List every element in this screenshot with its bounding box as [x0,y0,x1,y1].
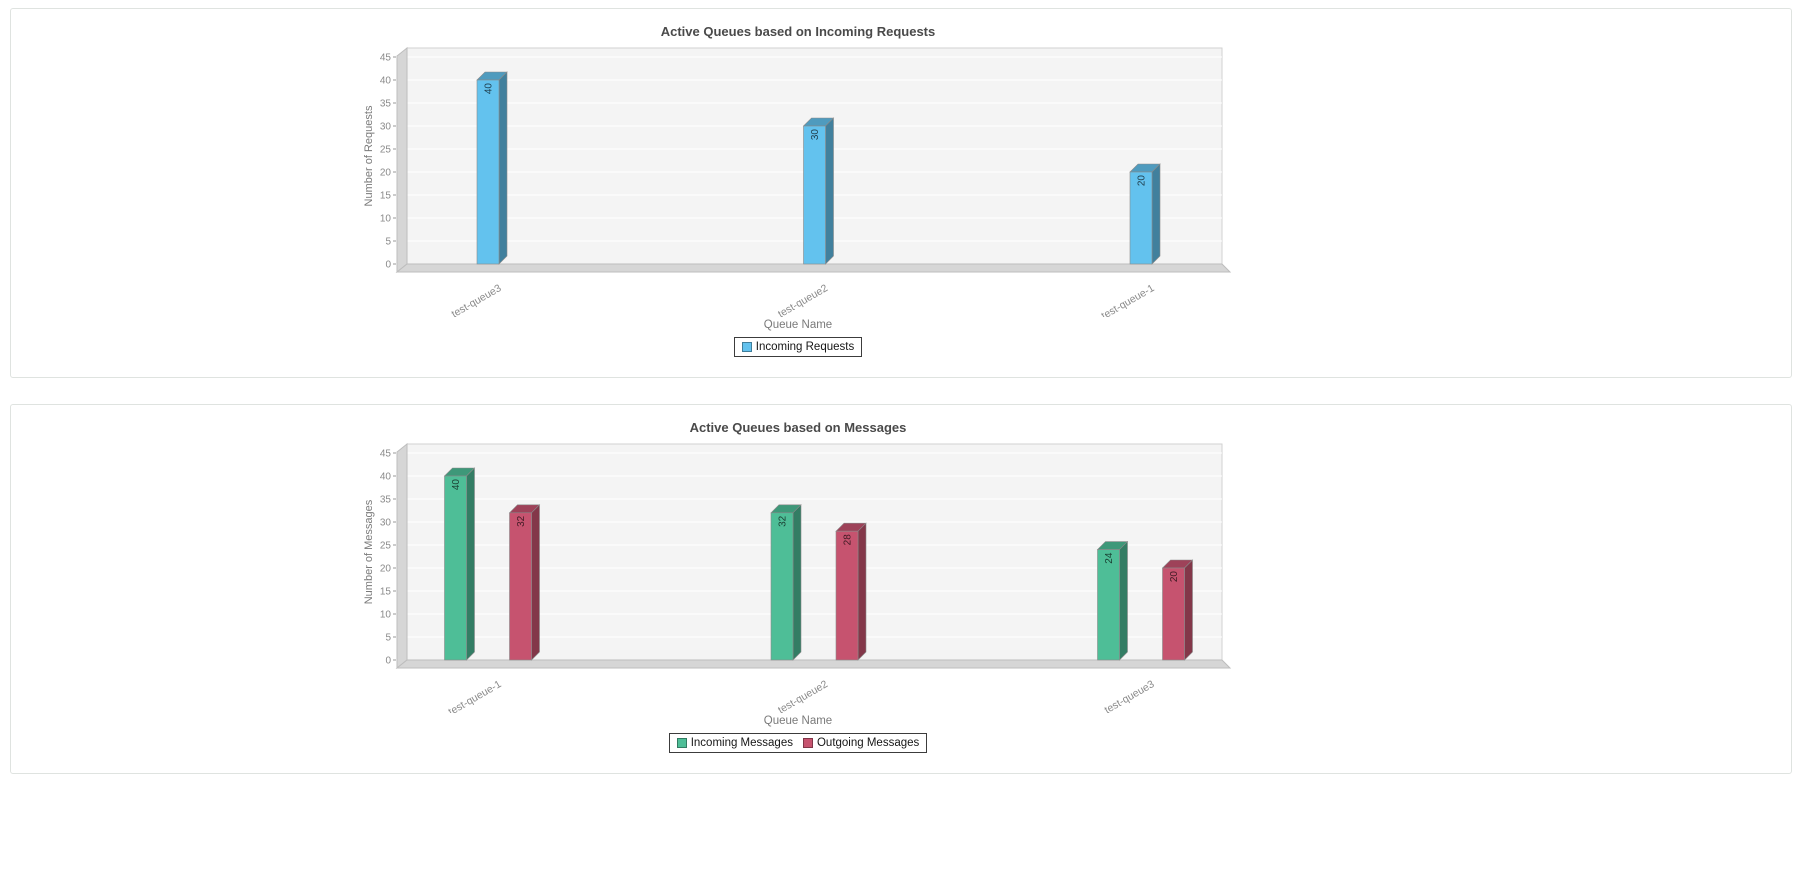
bar-value-label: 40 [484,83,495,95]
axis-wall-3d [396,46,408,274]
plot-background [406,443,1223,661]
x-axis-title: Queue Name [763,715,833,727]
bar [476,79,500,265]
axis-floor-3d [395,659,1232,669]
y-tick-label: 20 [380,564,392,575]
legend-item: Outgoing Messages [802,737,920,749]
bar-side-face [825,117,834,265]
bar-side-face [466,467,475,661]
bar-side-face [1119,540,1128,661]
legend-label: Incoming Messages [690,737,793,749]
chart-title: Active Queues based on Messages [689,420,907,435]
y-tick-label: 35 [380,495,392,506]
bar-value-label: 20 [1169,571,1180,583]
legend-swatch [676,738,687,748]
y-tick-label: 30 [380,518,392,529]
chart-svg: 0 5 10 15 20 25 30 35 40 45 Number of Requests 40 te… [363,46,1232,317]
y-tick-label: 15 [380,587,392,598]
bar [803,125,826,265]
y-tick-label: 45 [380,53,392,64]
bar [835,530,859,661]
messages-panel: Active Queues based on Messages 0 5 10 15 20… [10,404,1792,774]
axis-floor-3d [395,263,1232,273]
y-tick-label: 30 [380,122,392,133]
y-tick-label: 0 [385,656,391,667]
x-category-label: test-queue-1 [446,678,503,713]
bar-side-face [1151,163,1161,265]
legend-box: Incoming Requests [733,337,863,357]
bar-value-label: 20 [1137,175,1148,187]
bar [770,512,794,661]
bar-side-face [531,504,540,661]
x-category-label: test-queue3 [1102,678,1156,713]
y-tick-label: 10 [380,214,392,225]
bar-value-label: 30 [810,129,821,141]
y-tick-label: 25 [380,541,392,552]
bar [1097,549,1120,661]
chart-title: Active Queues based on Incoming Requests [660,24,936,39]
bar-value-label: 24 [1104,552,1115,564]
x-category-label: test-queue2 [776,282,830,317]
incoming-requests-chart: Active Queues based on Incoming Requests… [356,21,1240,363]
messages-chart: Active Queues based on Messages 0 5 10 15 20… [356,417,1240,759]
bar [1129,171,1153,265]
bar [444,475,467,661]
y-tick-label: 10 [380,610,392,621]
bar-value-label: 40 [451,479,462,491]
axis-wall-3d [396,442,408,670]
incoming-requests-panel: Active Queues based on Incoming Requests… [10,8,1792,378]
legend-swatch [741,342,752,352]
legend-box: Incoming Messages Outgoing Messages [668,733,928,753]
y-axis-title: Number of Messages [363,499,375,604]
y-tick-label: 40 [380,76,392,87]
y-tick-label: 20 [380,168,392,179]
y-tick-label: 40 [380,472,392,483]
y-tick-label: 0 [385,260,391,271]
x-category-label: test-queue-1 [1099,282,1156,317]
x-category-label: test-queue3 [449,282,503,317]
legend-item: Incoming Messages [676,737,793,749]
bar-side-face [498,71,508,265]
x-category-label: test-queue2 [776,678,830,713]
chart-svg: 0 5 10 15 20 25 30 35 40 45 Number of Messages 40 32… [363,442,1232,713]
y-tick-label: 5 [385,633,391,644]
y-axis-title: Number of Requests [363,105,375,206]
y-tick-label: 35 [380,99,392,110]
chart-plot-area: 0 5 10 15 20 25 30 35 40 45 Number of Messages 40 32… [356,439,1240,713]
bar-side-face [1184,559,1193,661]
bar-side-face [792,504,802,661]
x-axis-title: Queue Name [763,319,833,331]
legend-item: Incoming Requests [741,341,855,353]
chart-legend: Incoming Messages Outgoing Messages [356,733,1240,759]
legend-swatch [802,738,813,748]
bar-side-face [857,522,867,661]
chart-plot-area: 0 5 10 15 20 25 30 35 40 45 Number of Requests 40 te… [356,43,1240,317]
chart-legend: Incoming Requests [356,337,1240,363]
y-tick-label: 15 [380,191,392,202]
y-tick-label: 45 [380,449,392,460]
y-tick-label: 5 [385,237,391,248]
bar-value-label: 28 [843,534,854,546]
bar-value-label: 32 [516,515,527,527]
legend-label: Outgoing Messages [816,737,920,749]
bar [509,512,532,661]
legend-label: Incoming Requests [755,341,855,353]
bar [1162,567,1185,661]
y-tick-label: 25 [380,145,392,156]
bar-value-label: 32 [778,515,789,527]
